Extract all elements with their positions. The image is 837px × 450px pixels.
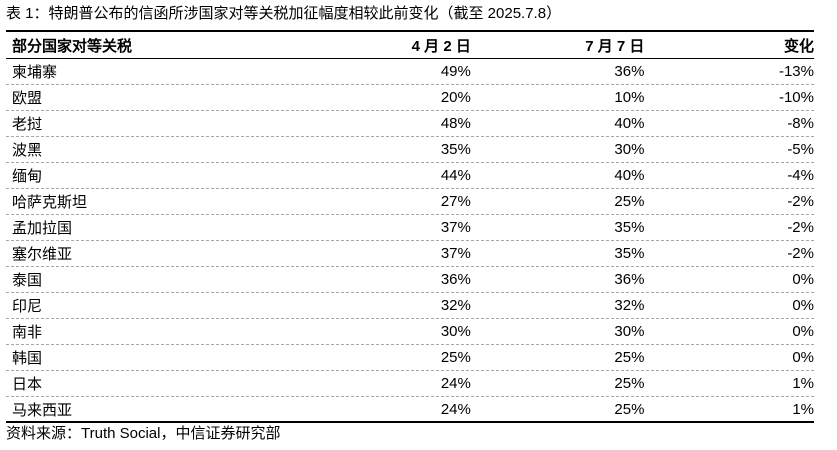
header-apr: 4 月 2 日 xyxy=(411,37,471,55)
cell-change: 0% xyxy=(792,349,814,366)
cell-country: 南非 xyxy=(12,324,43,341)
cell-apr: 27% xyxy=(440,193,471,210)
table-row: 欧盟 20% 10% -10% xyxy=(6,85,814,111)
table-row: 波黑 35% 30% -5% xyxy=(6,137,814,163)
cell-jul: 25% xyxy=(614,349,645,366)
table-row: 塞尔维亚 37% 35% -2% xyxy=(6,241,814,267)
cell-jul: 35% xyxy=(614,245,645,262)
cell-country: 印尼 xyxy=(12,298,43,315)
table-header-row: 部分国家对等关税 4 月 2 日 7 月 7 日 变化 xyxy=(6,30,814,59)
table-row: 孟加拉国 37% 35% -2% xyxy=(6,215,814,241)
cell-jul: 40% xyxy=(614,167,645,184)
cell-apr: 37% xyxy=(440,245,471,262)
cell-change: -2% xyxy=(787,219,814,236)
cell-apr: 24% xyxy=(440,375,471,392)
cell-jul: 25% xyxy=(614,193,645,210)
table-row: 老挝 48% 40% -8% xyxy=(6,111,814,137)
cell-apr: 20% xyxy=(440,89,471,106)
cell-apr: 35% xyxy=(440,141,471,158)
cell-jul: 32% xyxy=(614,297,645,314)
cell-country: 柬埔寨 xyxy=(12,64,58,81)
table-row: 马来西亚 24% 25% 1% xyxy=(6,397,814,423)
cell-apr: 30% xyxy=(440,323,471,340)
cell-apr: 49% xyxy=(440,63,471,80)
cell-country: 韩国 xyxy=(12,350,43,367)
cell-jul: 30% xyxy=(614,141,645,158)
table-row: 泰国 36% 36% 0% xyxy=(6,267,814,293)
cell-country: 哈萨克斯坦 xyxy=(12,194,88,211)
cell-jul: 35% xyxy=(614,219,645,236)
cell-country: 塞尔维亚 xyxy=(12,246,73,263)
cell-apr: 48% xyxy=(440,115,471,132)
cell-country: 缅甸 xyxy=(12,168,43,185)
table-row: 柬埔寨 49% 36% -13% xyxy=(6,59,814,85)
cell-country: 老挝 xyxy=(12,116,43,133)
cell-jul: 36% xyxy=(614,63,645,80)
cell-change: -13% xyxy=(778,63,814,80)
table-row: 哈萨克斯坦 27% 25% -2% xyxy=(6,189,814,215)
cell-apr: 36% xyxy=(440,271,471,288)
table-row: 南非 30% 30% 0% xyxy=(6,319,814,345)
cell-jul: 10% xyxy=(614,89,645,106)
cell-jul: 36% xyxy=(614,271,645,288)
cell-apr: 32% xyxy=(440,297,471,314)
cell-country: 波黑 xyxy=(12,142,43,159)
cell-apr: 25% xyxy=(440,349,471,366)
cell-change: -10% xyxy=(778,89,814,106)
cell-apr: 37% xyxy=(440,219,471,236)
cell-country: 欧盟 xyxy=(12,90,43,107)
table-row: 日本 24% 25% 1% xyxy=(6,371,814,397)
cell-jul: 25% xyxy=(614,375,645,392)
cell-change: -2% xyxy=(787,193,814,210)
table-caption: 表 1：特朗普公布的信函所涉国家对等关税加征幅度相较此前变化（截至 2025.7… xyxy=(6,5,562,22)
cell-change: -4% xyxy=(787,167,814,184)
cell-apr: 24% xyxy=(440,400,471,418)
cell-change: 1% xyxy=(792,400,814,418)
cell-change: -5% xyxy=(787,141,814,158)
cell-change: 0% xyxy=(792,271,814,288)
cell-country: 泰国 xyxy=(12,272,43,289)
cell-country: 日本 xyxy=(12,376,43,393)
cell-change: 0% xyxy=(792,297,814,314)
header-change: 变化 xyxy=(783,37,814,55)
header-jul: 7 月 7 日 xyxy=(585,37,645,55)
cell-jul: 25% xyxy=(614,400,645,418)
table-body: 柬埔寨 49% 36% -13% 欧盟 20% 10% -10% 老挝 48% 40% -8% 波黑 35… xyxy=(6,59,814,423)
cell-change: 0% xyxy=(792,323,814,340)
source-note: 资料来源：Truth Social，中信证券研究部 xyxy=(6,425,281,442)
cell-change: -8% xyxy=(787,115,814,132)
cell-country: 孟加拉国 xyxy=(12,220,73,237)
cell-change: -2% xyxy=(787,245,814,262)
cell-apr: 44% xyxy=(440,167,471,184)
cell-jul: 40% xyxy=(614,115,645,132)
table-row: 缅甸 44% 40% -4% xyxy=(6,163,814,189)
header-country: 部分国家对等关税 xyxy=(12,37,133,55)
table-row: 印尼 32% 32% 0% xyxy=(6,293,814,319)
tariff-table: 部分国家对等关税 4 月 2 日 7 月 7 日 变化 柬埔寨 49% 36% -13… xyxy=(6,30,814,423)
table-row: 韩国 25% 25% 0% xyxy=(6,345,814,371)
cell-country: 马来西亚 xyxy=(12,401,73,419)
cell-jul: 30% xyxy=(614,323,645,340)
cell-change: 1% xyxy=(792,375,814,392)
